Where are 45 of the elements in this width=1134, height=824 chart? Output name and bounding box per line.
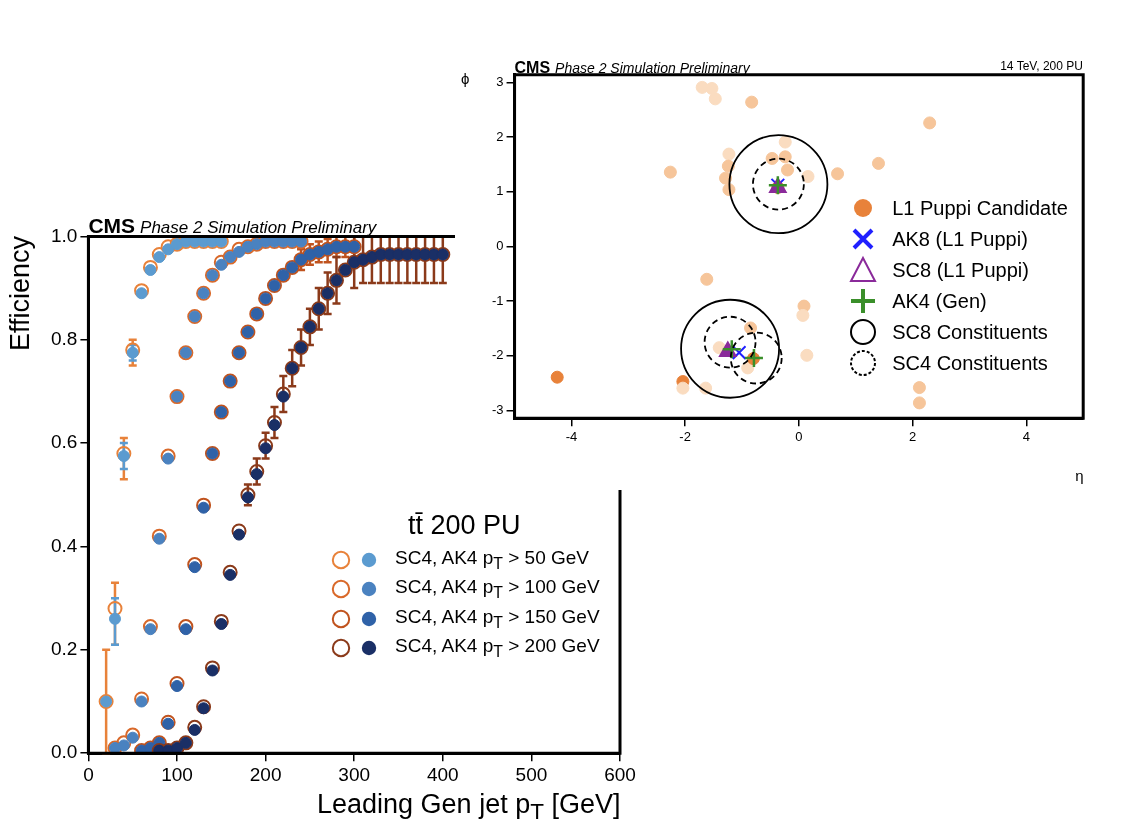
text: 14 TeV, 200 PU bbox=[1000, 58, 1083, 74]
legend-label: SC4, AK4 p$_{T}$ > 150 GeV bbox=[395, 605, 600, 632]
legend-label: SC8 Constituents bbox=[892, 320, 1048, 344]
y-axis-title: Efficiency bbox=[4, 236, 36, 352]
legend-label: SC4, AK4 p$_{T}$ > 200 GeV bbox=[395, 635, 600, 662]
legend-label: SC8 (L1 Puppi) bbox=[892, 258, 1029, 282]
chart-subtitle: Phase 2 Simulation Preliminary bbox=[555, 59, 750, 76]
legend-label: AK4 (Gen) bbox=[892, 289, 987, 313]
y-tick-label: 0.2 bbox=[50, 638, 78, 660]
x-axis-title: η bbox=[1075, 467, 1084, 485]
y-tick-label: 0.0 bbox=[50, 741, 78, 763]
chart-title: CMS bbox=[514, 58, 551, 76]
x-tick-label: 600 bbox=[604, 763, 636, 785]
x-tick-label: 300 bbox=[338, 763, 371, 785]
x-tick-label: 500 bbox=[515, 763, 548, 785]
x-tick-label: 200 bbox=[249, 763, 282, 785]
x-tick-label: 0 bbox=[83, 763, 94, 785]
legend-label: SC4 Constituents bbox=[892, 351, 1048, 375]
y-tick-label: -3 bbox=[492, 402, 504, 418]
y-tick-label: 1.0 bbox=[50, 224, 78, 246]
x-tick-label: -4 bbox=[565, 428, 578, 444]
y-tick-label: 1 bbox=[496, 183, 504, 199]
legend-label: AK8 (L1 Puppi) bbox=[892, 227, 1028, 251]
x-tick-label: 400 bbox=[426, 763, 459, 785]
legend-label: L1 Puppi Candidate bbox=[892, 196, 1068, 220]
y-tick-label: -2 bbox=[492, 347, 504, 363]
y-tick-label: 0.8 bbox=[50, 327, 78, 349]
y-tick-label: -1 bbox=[492, 292, 504, 308]
y-tick-label: 2 bbox=[496, 128, 504, 144]
x-tick-label: 100 bbox=[161, 763, 193, 785]
y-tick-label: 3 bbox=[496, 74, 504, 90]
x-tick-label: 4 bbox=[1022, 428, 1030, 444]
x-axis-title: Leading Gen jet p$_{T}$ [GeV] bbox=[317, 788, 621, 824]
y-tick-label: 0 bbox=[496, 238, 504, 254]
x-tick-label: -2 bbox=[679, 428, 691, 444]
y-tick-label: 0.4 bbox=[50, 534, 78, 556]
y-axis-title: ϕ bbox=[461, 69, 470, 88]
x-tick-label: 0 bbox=[795, 428, 803, 444]
legend-label: SC4, AK4 p$_{T}$ > 100 GeV bbox=[395, 576, 600, 603]
chart-subtitle: Phase 2 Simulation Preliminary bbox=[140, 218, 377, 238]
legend-label: SC4, AK4 p$_{T}$ > 50 GeV bbox=[395, 547, 589, 573]
y-tick-label: 0.6 bbox=[50, 431, 78, 453]
x-tick-label: 2 bbox=[908, 428, 917, 444]
chart-title: CMS bbox=[88, 214, 136, 238]
legend-title: tt̄ 200 PU bbox=[407, 510, 522, 542]
